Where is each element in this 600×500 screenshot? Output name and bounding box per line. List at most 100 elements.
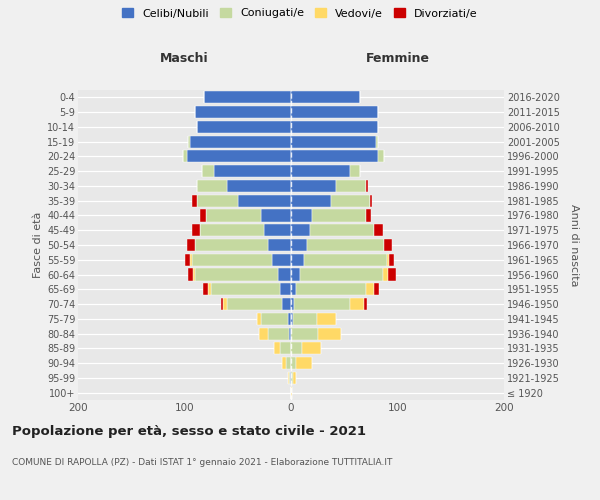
Bar <box>350 165 360 177</box>
Bar <box>383 239 392 251</box>
Bar <box>387 254 389 266</box>
Bar <box>195 106 291 118</box>
Bar <box>383 268 388 280</box>
Bar <box>291 136 376 147</box>
Bar <box>200 210 206 222</box>
Bar <box>259 328 268 340</box>
Bar <box>291 357 296 369</box>
Bar <box>187 239 195 251</box>
Bar <box>291 106 379 118</box>
Bar <box>288 313 291 325</box>
Bar <box>291 194 331 207</box>
Bar <box>365 210 371 222</box>
Bar <box>197 180 227 192</box>
Y-axis label: Fasce di età: Fasce di età <box>32 212 43 278</box>
Bar <box>190 254 192 266</box>
Bar <box>227 298 283 310</box>
Bar <box>299 268 383 280</box>
Bar <box>261 313 288 325</box>
Bar <box>376 136 379 147</box>
Bar <box>291 210 313 222</box>
Text: Popolazione per età, sesso e stato civile - 2021: Popolazione per età, sesso e stato civil… <box>12 425 366 438</box>
Bar <box>238 194 291 207</box>
Bar <box>197 194 238 207</box>
Bar <box>291 180 336 192</box>
Bar <box>388 268 397 280</box>
Bar <box>200 224 265 236</box>
Bar <box>289 372 290 384</box>
Bar <box>365 180 368 192</box>
Bar <box>203 283 208 296</box>
Bar <box>313 210 365 222</box>
Bar <box>291 342 302 354</box>
Bar <box>304 254 387 266</box>
Bar <box>227 180 291 192</box>
Bar <box>283 298 291 310</box>
Bar <box>291 121 379 133</box>
Bar <box>291 313 293 325</box>
Bar <box>206 210 261 222</box>
Bar <box>184 150 187 162</box>
Bar <box>202 165 214 177</box>
Bar <box>280 283 291 296</box>
Bar <box>291 372 293 384</box>
Y-axis label: Anni di nascita: Anni di nascita <box>569 204 579 286</box>
Bar <box>294 298 350 310</box>
Bar <box>188 136 190 147</box>
Bar <box>350 298 364 310</box>
Bar <box>291 150 379 162</box>
Bar <box>280 342 291 354</box>
Bar <box>268 239 291 251</box>
Bar <box>208 283 211 296</box>
Bar <box>257 313 261 325</box>
Bar <box>278 268 291 280</box>
Bar <box>221 298 223 310</box>
Bar <box>293 372 296 384</box>
Bar <box>365 283 374 296</box>
Bar <box>291 239 307 251</box>
Bar <box>203 92 291 104</box>
Bar <box>190 136 291 147</box>
Bar <box>296 283 365 296</box>
Bar <box>268 328 289 340</box>
Bar <box>211 283 280 296</box>
Bar <box>193 268 195 280</box>
Bar <box>293 313 317 325</box>
Bar <box>195 268 278 280</box>
Bar <box>274 342 280 354</box>
Bar <box>195 239 268 251</box>
Bar <box>272 254 291 266</box>
Bar <box>291 268 299 280</box>
Bar <box>307 239 383 251</box>
Bar <box>265 224 291 236</box>
Bar <box>223 298 227 310</box>
Bar <box>291 224 310 236</box>
Bar <box>310 224 374 236</box>
Bar <box>296 357 313 369</box>
Bar <box>192 194 197 207</box>
Bar <box>336 180 365 192</box>
Legend: Celibi/Nubili, Coniugati/e, Vedovi/e, Divorziati/e: Celibi/Nubili, Coniugati/e, Vedovi/e, Di… <box>122 8 478 18</box>
Bar <box>283 357 286 369</box>
Bar <box>291 283 296 296</box>
Bar <box>289 328 291 340</box>
Bar <box>291 254 304 266</box>
Bar <box>286 357 291 369</box>
Text: Femmine: Femmine <box>365 52 430 65</box>
Text: COMUNE DI RAPOLLA (PZ) - Dati ISTAT 1° gennaio 2021 - Elaborazione TUTTITALIA.IT: COMUNE DI RAPOLLA (PZ) - Dati ISTAT 1° g… <box>12 458 392 467</box>
Bar <box>389 254 394 266</box>
Bar <box>261 210 291 222</box>
Bar <box>331 194 370 207</box>
Bar <box>302 342 321 354</box>
Bar <box>291 328 317 340</box>
Bar <box>192 224 200 236</box>
Bar <box>317 328 341 340</box>
Bar <box>317 313 336 325</box>
Bar <box>192 254 272 266</box>
Bar <box>370 194 372 207</box>
Bar <box>188 268 193 280</box>
Bar <box>374 283 379 296</box>
Bar <box>364 298 367 310</box>
Bar <box>291 386 292 398</box>
Bar <box>290 372 291 384</box>
